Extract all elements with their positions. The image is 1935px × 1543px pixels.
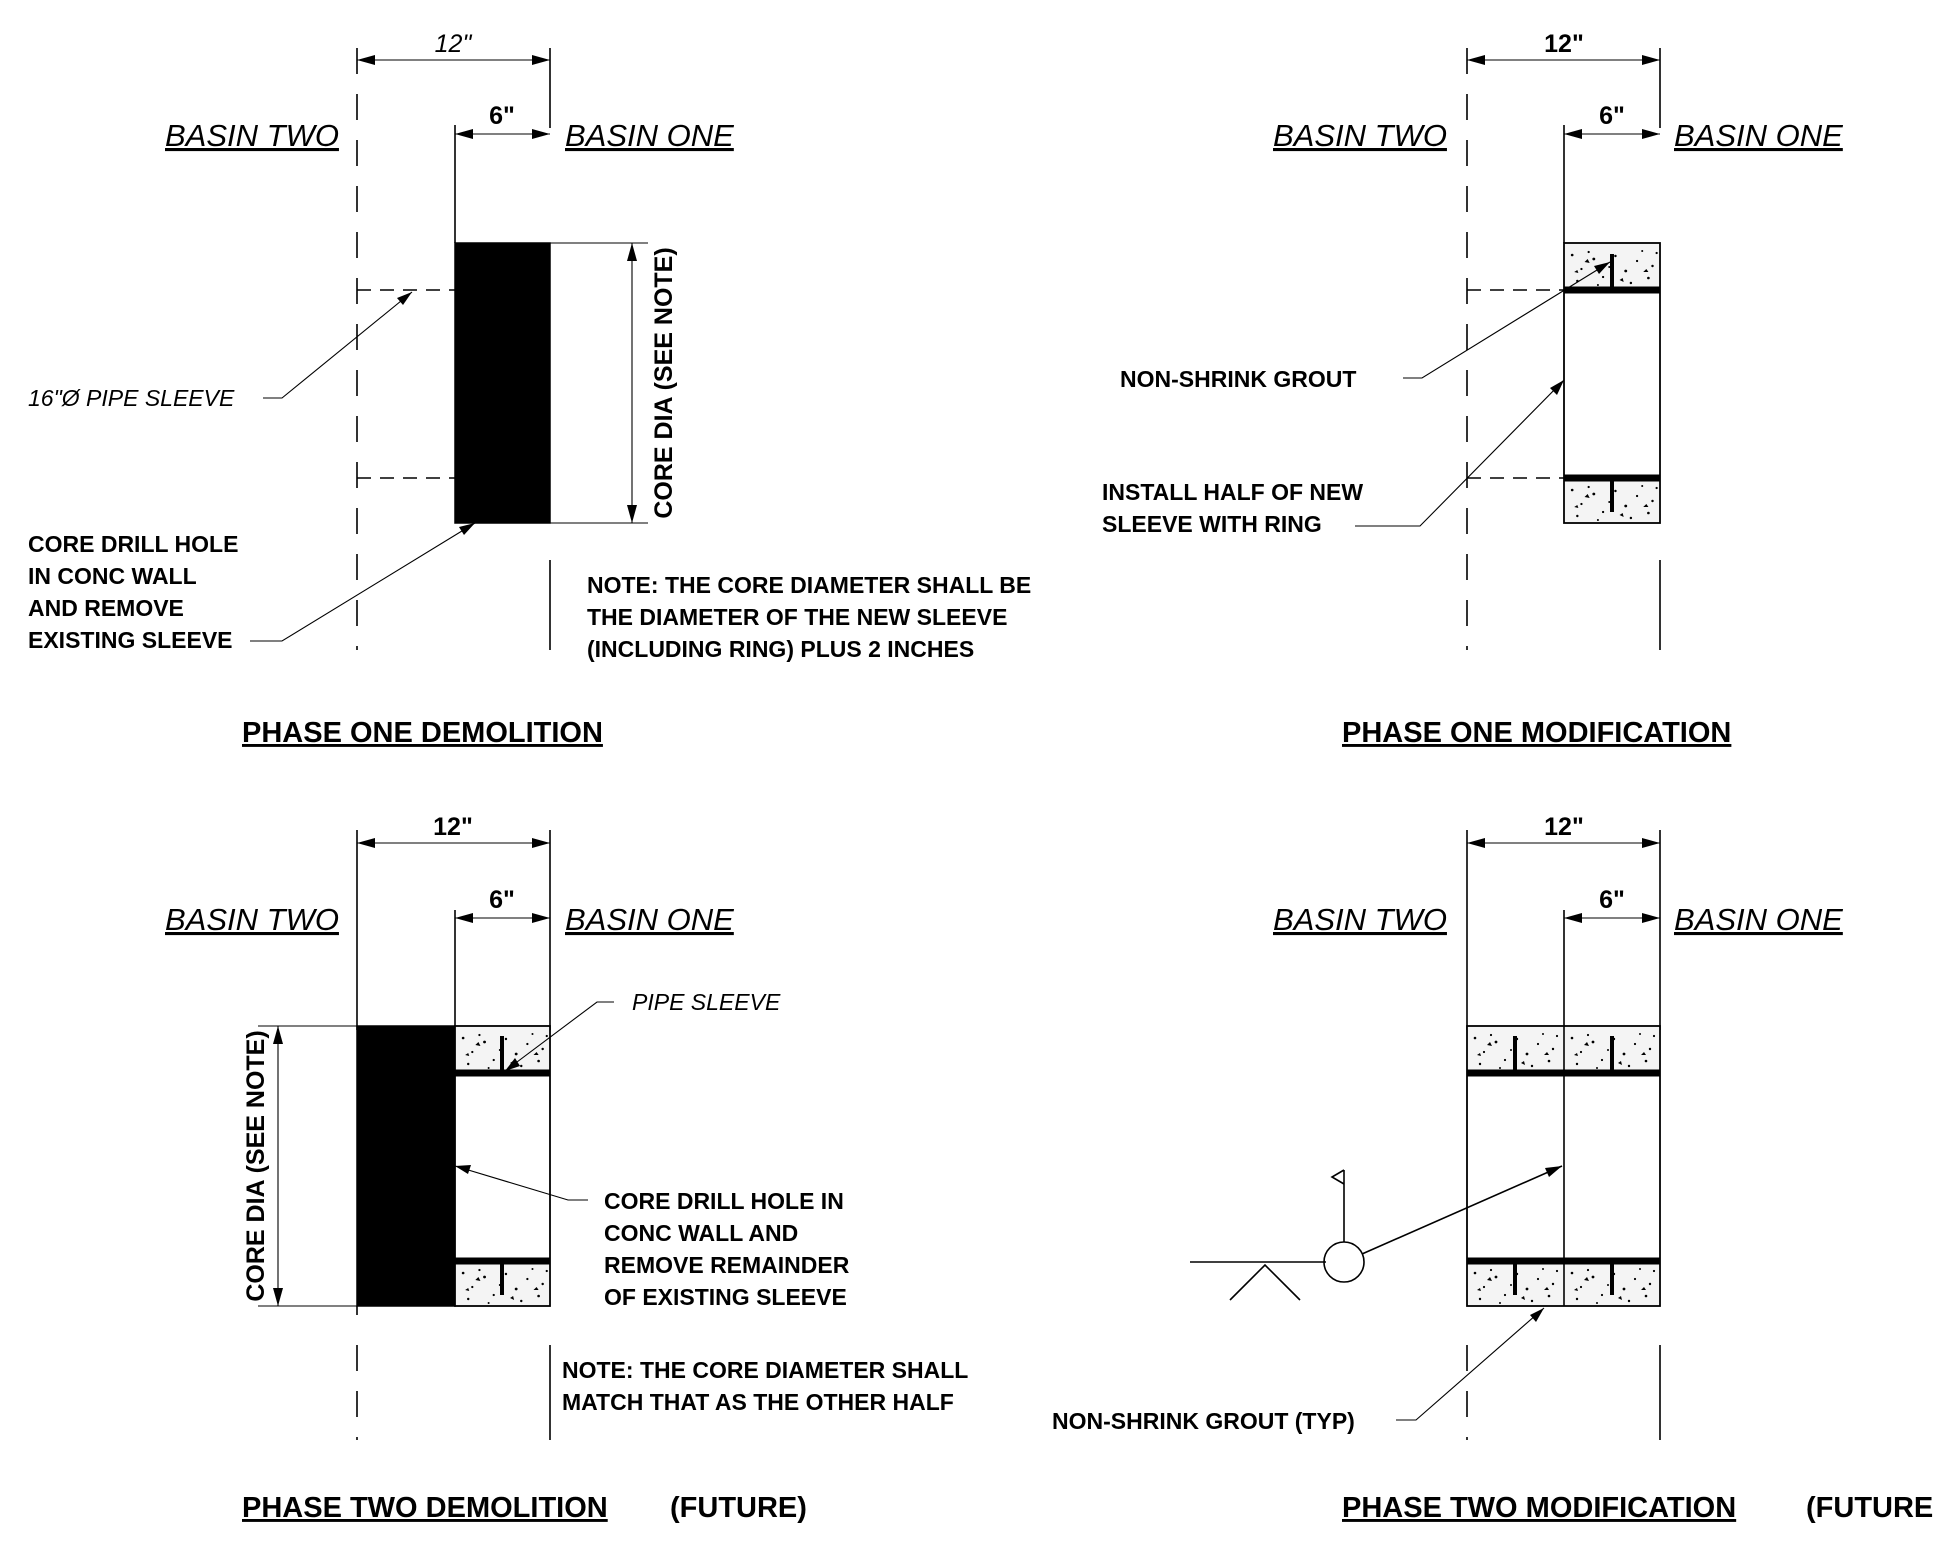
core-drill-label-line-4: EXISTING SLEEVE <box>28 627 233 653</box>
basin-two-label: BASIN TWO <box>165 118 339 153</box>
install-label-line-2: SLEEVE WITH RING <box>1102 511 1322 537</box>
basin-one-label: BASIN ONE <box>1674 902 1843 937</box>
dim-half: 6" <box>489 886 515 914</box>
grout-label: NON-SHRINK GROUT (TYP) <box>1052 1408 1355 1434</box>
panel-title-suffix: (FUTURE) <box>670 1492 807 1524</box>
panel-phase-one-modification: 12" 6" BASIN TWO BASIN ONE NON-SHRINK GR… <box>1102 30 1843 749</box>
core-drill-hole <box>454 242 551 524</box>
core-drill-label-line-1: CORE DRILL HOLE <box>28 531 238 557</box>
panel-title: PHASE TWO MODIFICATION <box>1342 1492 1736 1524</box>
dim-overall: 12" <box>435 30 473 58</box>
core-drill-label-line-4: OF EXISTING SLEEVE <box>604 1284 847 1310</box>
core-drill-label-line-2: IN CONC WALL <box>28 563 197 589</box>
note-line-1: NOTE: THE CORE DIAMETER SHALL BE <box>587 572 1031 598</box>
panel-title: PHASE ONE DEMOLITION <box>242 717 603 749</box>
panel-title-suffix: (FUTURE <box>1806 1492 1933 1524</box>
pipe-sleeve-label: PIPE SLEEVE <box>632 989 781 1015</box>
core-drill-label-line-3: REMOVE REMAINDER <box>604 1252 850 1278</box>
dim-overall: 12" <box>1544 30 1584 58</box>
install-label-line-1: INSTALL HALF OF NEW <box>1102 479 1363 505</box>
core-dia-label: CORE DIA (SEE NOTE) <box>650 247 678 518</box>
dim-half: 6" <box>1599 886 1625 914</box>
weld-symbol-icon <box>1190 1165 1563 1301</box>
core-drill-label-line-1: CORE DRILL HOLE IN <box>604 1188 844 1214</box>
pipe-sleeve-label: 16"Ø PIPE SLEEVE <box>28 385 235 411</box>
panel-phase-one-demolition: 12" 6" BASIN TWO BASIN ONE CORE DIA (SEE… <box>28 30 1031 749</box>
dim-half: 6" <box>489 102 515 130</box>
dim-overall: 12" <box>1544 813 1584 841</box>
panel-title: PHASE ONE MODIFICATION <box>1342 717 1731 749</box>
basin-two-label: BASIN TWO <box>1273 118 1447 153</box>
dim-overall: 12" <box>433 813 473 841</box>
basin-one-label: BASIN ONE <box>565 902 734 937</box>
core-drill-label-line-3: AND REMOVE <box>28 595 184 621</box>
panel-phase-two-modification: 12" 6" BASIN TWO BASIN ONE <box>1052 813 1933 1524</box>
basin-one-label: BASIN ONE <box>1674 118 1843 153</box>
note-line-1: NOTE: THE CORE DIAMETER SHALL <box>562 1357 968 1383</box>
grout-label: NON-SHRINK GROUT <box>1120 366 1356 392</box>
note-line-2: THE DIAMETER OF THE NEW SLEEVE <box>587 604 1007 630</box>
dim-half: 6" <box>1599 102 1625 130</box>
core-dia-label: CORE DIA (SEE NOTE) <box>242 1030 270 1301</box>
panel-phase-two-demolition: 12" 6" BASIN TWO BASIN ONE CORE DIA (SEE… <box>165 813 968 1524</box>
note-line-2: MATCH THAT AS THE OTHER HALF <box>562 1389 954 1415</box>
basin-one-label: BASIN ONE <box>565 118 734 153</box>
core-drill-hole <box>356 1025 456 1307</box>
basin-two-label: BASIN TWO <box>1273 902 1447 937</box>
panel-title: PHASE TWO DEMOLITION <box>242 1492 608 1524</box>
note-line-3: (INCLUDING RING) PLUS 2 INCHES <box>587 636 974 662</box>
basin-two-label: BASIN TWO <box>165 902 339 937</box>
core-drill-label-line-2: CONC WALL AND <box>604 1220 798 1246</box>
